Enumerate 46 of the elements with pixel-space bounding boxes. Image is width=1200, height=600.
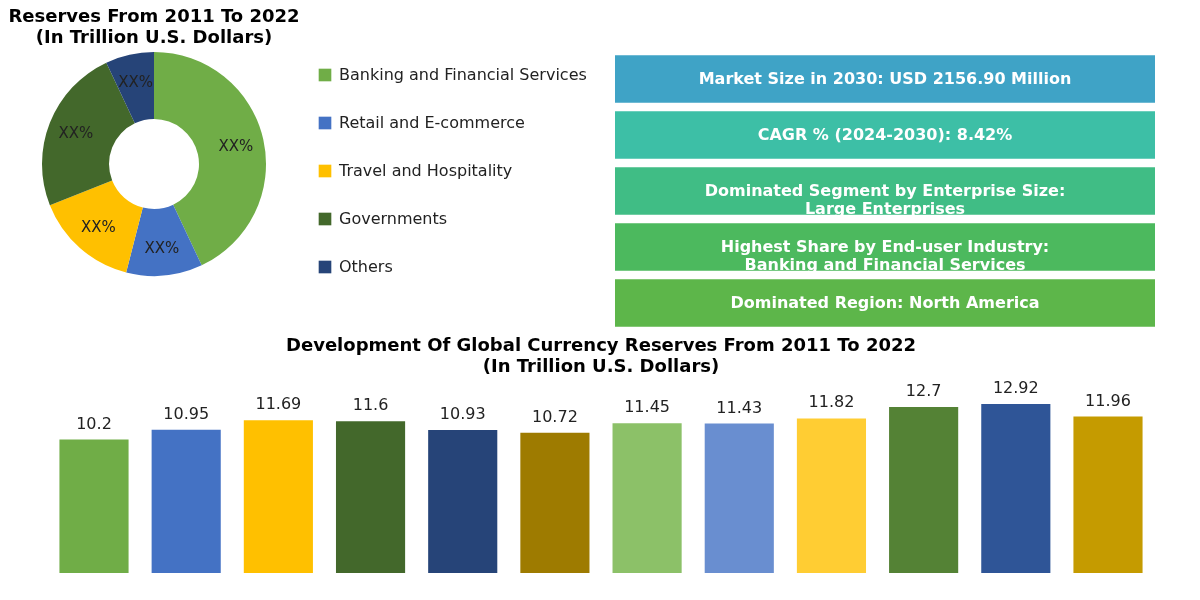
data-label: 11.43 (716, 397, 763, 417)
bar (335, 421, 406, 573)
bar (151, 429, 221, 573)
donut-slice (49, 180, 143, 273)
chart-title: Reserves From 2011 To 2022 (8, 5, 300, 26)
text: CAGR % (2024-2030): 8.42% (757, 125, 1013, 144)
data-label: XX% (81, 218, 116, 237)
data-label: 10.95 (163, 403, 210, 423)
data-label: XX% (118, 73, 154, 92)
chart-subtitle: (In Trillion U.S. Dollars) (482, 355, 720, 377)
data-label: XX% (144, 238, 180, 257)
text: Dominated Region: North America (730, 293, 1040, 312)
legend-label: Banking and Financial Services (339, 65, 587, 84)
chart-title: Development Of Global Currency Reserves From 2011 To 2022 (286, 334, 916, 356)
legend-label: Travel and Hospitality (338, 161, 513, 180)
chart-subtitle: (In Trillion U.S. Dollars) (35, 26, 273, 47)
data-label: 11.45 (624, 397, 670, 417)
bar (796, 418, 867, 573)
data-label: 10.93 (439, 404, 486, 424)
data-label: 10.2 (76, 413, 112, 433)
legend-label: Others (339, 257, 393, 276)
bar (889, 406, 959, 573)
legend-label: Retail and E-commerce (339, 113, 525, 132)
data-label: XX% (218, 136, 254, 155)
data-label: 12.92 (992, 378, 1039, 398)
data-label: 11.96 (1085, 390, 1131, 410)
bar (59, 439, 129, 573)
bar (520, 432, 590, 573)
text: Market Size in 2030: USD 2156.90 Million (698, 69, 1072, 88)
data-label: 12.7 (905, 380, 942, 400)
data-label: 11.69 (255, 394, 302, 414)
text: Highest Share by End-user Industry: Banking and Financial Services (720, 237, 1050, 274)
bar (1073, 416, 1143, 573)
data-label: 10.72 (532, 406, 578, 426)
bar (612, 423, 682, 573)
bar (704, 423, 774, 573)
donut-slice (106, 52, 154, 124)
data-label: 11.6 (352, 395, 389, 415)
data-label: XX% (58, 124, 94, 143)
data-label: 11.82 (808, 392, 855, 412)
bar (981, 404, 1051, 573)
legend-label: Governments (339, 209, 448, 228)
text: Dominated Segment by Enterprise Size: Large Enterprises (704, 181, 1066, 218)
bar (428, 430, 498, 573)
bar (243, 420, 313, 573)
donut-slice (126, 204, 202, 276)
